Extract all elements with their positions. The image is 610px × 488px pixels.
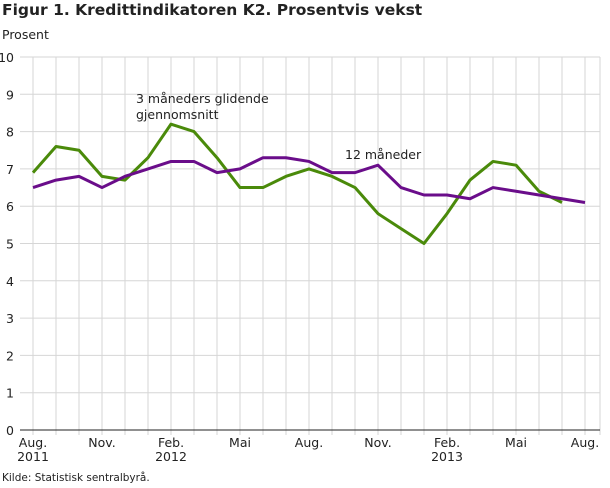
x-tick-label: Aug. — [295, 435, 323, 450]
y-tick-label: 7 — [6, 162, 14, 177]
x-tick-label: Aug. — [19, 435, 47, 450]
y-tick-label: 8 — [6, 125, 14, 140]
y-tick-label: 0 — [6, 423, 14, 438]
chart-title: Figur 1. Kredittindikatoren K2. Prosentv… — [2, 1, 423, 19]
y-axis-label: Prosent — [2, 27, 49, 42]
y-tick-label: 10 — [0, 50, 14, 65]
x-tick-label: Mai — [505, 435, 527, 450]
y-tick-label: 3 — [6, 311, 14, 326]
y-tick-label: 1 — [6, 386, 14, 401]
annotation-3-maneders: 3 måneders glidende — [136, 91, 269, 106]
y-tick-label: 6 — [6, 199, 14, 214]
x-tick-label: Aug. — [571, 435, 599, 450]
annotation-12-maneder: 12 måneder — [345, 147, 422, 162]
y-tick-label: 4 — [6, 274, 14, 289]
x-tick-label: Mai — [229, 435, 251, 450]
y-tick-label: 2 — [6, 348, 14, 363]
x-tick-label: Feb. — [434, 435, 460, 450]
y-tick-label: 9 — [6, 87, 14, 102]
y-tick-label: 5 — [6, 237, 14, 252]
x-tick-year-label: 2012 — [155, 449, 187, 464]
x-tick-label: Nov. — [364, 435, 391, 450]
x-tick-year-label: 2013 — [431, 449, 463, 464]
x-tick-label: Nov. — [88, 435, 115, 450]
source-note: Kilde: Statistisk sentralbyrå. — [2, 472, 150, 484]
annotation-3-maneders: gjennomsnitt — [136, 107, 219, 122]
x-tick-label: Feb. — [158, 435, 184, 450]
x-tick-year-label: 2011 — [17, 449, 49, 464]
